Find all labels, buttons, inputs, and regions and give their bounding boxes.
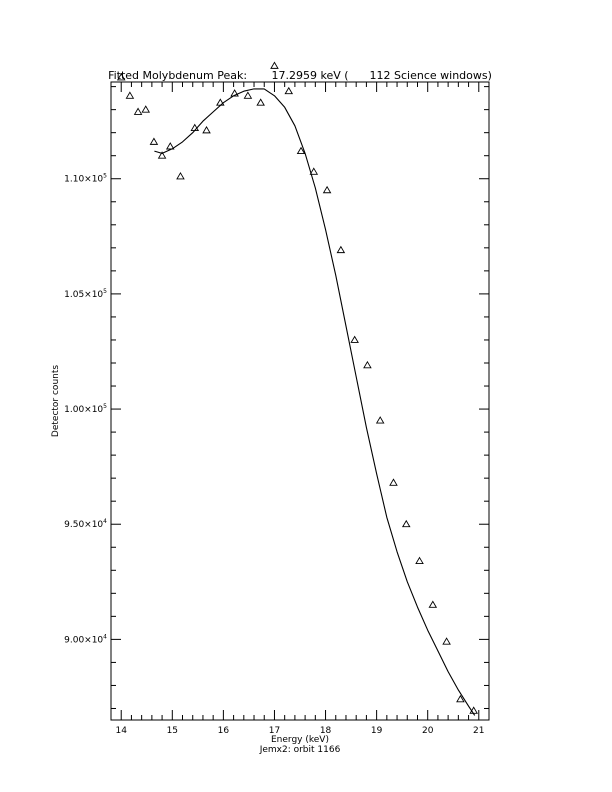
fit-curve bbox=[154, 88, 476, 716]
data-point bbox=[428, 600, 438, 608]
y-axis-label: Detector counts bbox=[51, 365, 61, 437]
x-tick-label: 14 bbox=[115, 726, 127, 736]
data-point bbox=[243, 91, 253, 99]
data-point bbox=[116, 73, 126, 81]
data-point bbox=[149, 137, 159, 145]
y-tick-label: 1.05×105 bbox=[64, 288, 107, 300]
x-tick-label: 18 bbox=[320, 726, 332, 736]
data-point bbox=[125, 91, 135, 99]
plot-frame bbox=[110, 81, 490, 721]
x-tick-label: 19 bbox=[371, 726, 383, 736]
data-point bbox=[141, 105, 151, 113]
y-tick-label: 9.50×104 bbox=[64, 518, 107, 530]
data-point bbox=[157, 151, 167, 159]
data-point bbox=[284, 86, 294, 95]
data-point bbox=[296, 146, 306, 155]
x-tick-label: 21 bbox=[473, 726, 484, 736]
data-point bbox=[322, 185, 332, 194]
x-axis-label: Energy (keV) bbox=[271, 735, 329, 745]
x-tick-label: 17 bbox=[269, 726, 280, 736]
x-tick-label: 16 bbox=[218, 726, 230, 736]
data-point bbox=[202, 125, 211, 134]
data-point bbox=[176, 172, 185, 180]
data-markers bbox=[116, 61, 478, 716]
x-tick-label: 15 bbox=[167, 726, 178, 736]
data-point bbox=[336, 245, 346, 254]
data-point bbox=[165, 142, 175, 150]
y-tick-label: 9.00×104 bbox=[64, 633, 107, 645]
data-point bbox=[216, 98, 225, 106]
data-point bbox=[256, 98, 265, 106]
data-point bbox=[389, 478, 398, 486]
x-tick-label: 20 bbox=[422, 726, 434, 736]
data-point bbox=[133, 107, 143, 115]
data-point bbox=[442, 637, 451, 645]
data-point bbox=[415, 556, 424, 565]
data-point bbox=[456, 694, 465, 703]
data-point bbox=[309, 167, 319, 175]
y-tick-label: 1.00×105 bbox=[64, 403, 107, 415]
data-point bbox=[363, 360, 372, 369]
chart-subtitle: Jemx2: orbit 1166 bbox=[259, 745, 341, 755]
axis-ticks: 14 15 16 17 18 19 20 21 9.00×104 9.50×104 1.00×105… bbox=[64, 82, 490, 736]
data-point bbox=[230, 89, 239, 97]
data-point bbox=[270, 61, 279, 69]
data-point bbox=[401, 519, 411, 528]
data-point bbox=[375, 416, 385, 424]
chart-title: Fitted Molybdenum Peak: 17.2959 keV ( 11… bbox=[108, 69, 492, 82]
y-tick-label: 1.10×105 bbox=[64, 173, 107, 185]
data-point bbox=[350, 335, 359, 343]
